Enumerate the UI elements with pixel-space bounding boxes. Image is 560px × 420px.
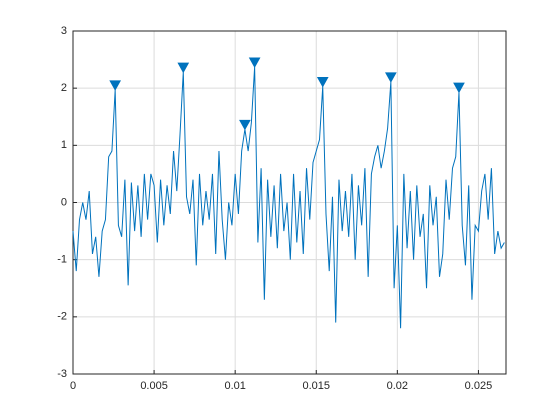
peak-marker — [109, 80, 122, 91]
x-tick-label: 0.025 — [465, 380, 493, 392]
peak-marker — [177, 62, 190, 74]
x-tick-label: 0.015 — [302, 380, 330, 392]
peak-marker — [453, 82, 465, 94]
y-tick-label: 3 — [61, 25, 67, 37]
y-tick-label: 1 — [61, 139, 67, 151]
y-tick-label: -3 — [57, 368, 67, 380]
peak-marker — [385, 72, 397, 83]
signal-line — [72, 66, 505, 329]
y-tick-label: -1 — [57, 254, 67, 266]
y-tick-label: -2 — [57, 311, 67, 323]
x-tick-label: 0 — [70, 380, 76, 392]
peak-marker — [239, 119, 251, 131]
x-tick-label: 0.005 — [140, 380, 168, 392]
peak-marker — [316, 76, 329, 88]
axes-box — [72, 30, 507, 375]
y-tick-label: 0 — [61, 196, 67, 208]
x-tick-label: 0.02 — [387, 380, 408, 392]
y-tick-label: 2 — [61, 82, 67, 94]
x-tick-label: 0.01 — [224, 380, 245, 392]
peak-marker — [248, 57, 261, 69]
